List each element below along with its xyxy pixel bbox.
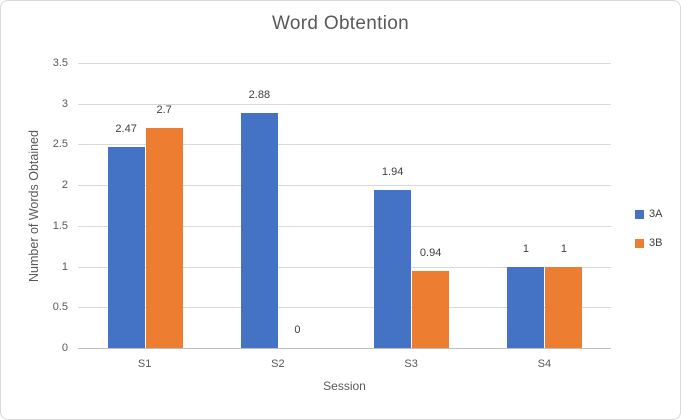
- x-tick-label-S3: S3: [404, 358, 418, 370]
- x-tick-label-S2: S2: [271, 358, 285, 370]
- y-tick-label: 3: [61, 97, 68, 110]
- y-tick-label: 0: [61, 342, 68, 354]
- x-tick-label-S4: S4: [537, 358, 552, 370]
- gridline: [78, 307, 611, 309]
- gridline: [78, 103, 611, 105]
- legend: 3A 3B: [635, 208, 662, 250]
- gridline: [78, 63, 611, 64]
- bar-3B-S1: [145, 128, 183, 348]
- y-axis-title: Number of Words Obtained: [27, 130, 41, 282]
- data-label-3A-S1: 2.47: [115, 122, 137, 135]
- legend-swatch-3B: [635, 239, 644, 248]
- chart-title: Word Obtention: [272, 13, 409, 34]
- data-label-3B-S3: 0.94: [419, 247, 442, 260]
- y-tick-label: 1.5: [52, 219, 68, 232]
- bar-3A-S3: [374, 190, 412, 348]
- y-tick-label: 3.5: [52, 57, 68, 69]
- y-tick-label: 2: [61, 179, 68, 192]
- gridline: [78, 144, 611, 146]
- gridline: [78, 225, 611, 227]
- x-tick-label-S1: S1: [137, 358, 152, 370]
- bar-3A-S4: [507, 266, 545, 348]
- legend-item-3A: 3A: [635, 208, 662, 221]
- bar-3B-S3: [412, 271, 450, 348]
- data-label-3B-S2: 0: [294, 324, 301, 336]
- legend-swatch-3A: [635, 210, 644, 219]
- y-tick-label: 0.5: [52, 301, 68, 314]
- bar-3A-S2: [240, 113, 278, 348]
- legend-label-3B: 3B: [649, 237, 663, 249]
- gridline: [78, 185, 611, 187]
- x-axis-line: [78, 348, 611, 349]
- data-label-3B-S1: 2.7: [156, 104, 172, 117]
- y-tick-label: 1: [61, 260, 68, 273]
- bar-3A-S1: [107, 146, 145, 348]
- data-label-3B-S4: 1: [560, 242, 567, 255]
- x-axis-title: Session: [323, 379, 366, 393]
- data-label-3A-S2: 2.88: [248, 89, 271, 102]
- legend-label-3A: 3A: [649, 208, 663, 220]
- gridline: [78, 266, 611, 268]
- bar-3B-S4: [545, 266, 583, 348]
- legend-item-3B: 3B: [635, 237, 662, 250]
- data-label-3A-S3: 1.94: [381, 166, 404, 179]
- y-tick-label: 2.5: [52, 138, 68, 151]
- data-label-3A-S4: 1: [522, 242, 529, 255]
